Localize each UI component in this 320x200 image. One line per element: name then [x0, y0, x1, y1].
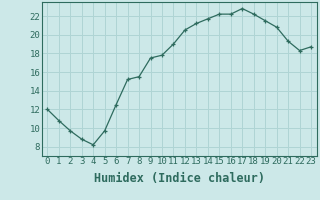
X-axis label: Humidex (Indice chaleur): Humidex (Indice chaleur): [94, 172, 265, 185]
